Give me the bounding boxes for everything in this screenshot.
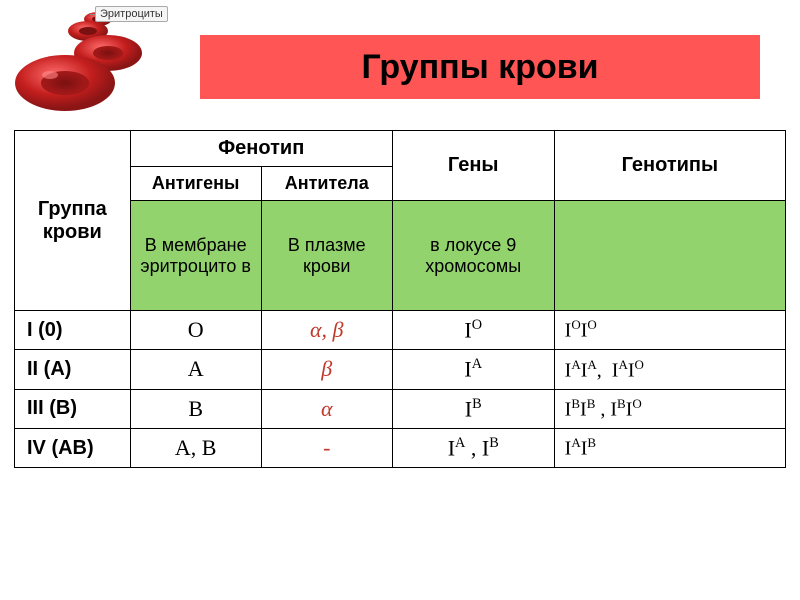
header-group: Группа крови (15, 131, 131, 311)
table-row: IV (AB)A, B-IA , IBIAIB (15, 428, 786, 467)
antibody-cell: α (261, 389, 392, 428)
green-genes: в локусе 9 хромосомы (392, 201, 554, 311)
genotype-cell: IOIO (554, 311, 785, 350)
antigen-cell: B (130, 389, 261, 428)
antigen-cell: A (130, 350, 261, 389)
antibody-cell: - (261, 428, 392, 467)
antibody-cell: α, β (261, 311, 392, 350)
antigen-cell: O (130, 311, 261, 350)
gene-cell: IA , IB (392, 428, 554, 467)
gene-cell: IA (392, 350, 554, 389)
green-antibodies: В плазме крови (261, 201, 392, 311)
header-antigens: Антигены (130, 167, 261, 201)
green-genotypes-empty (554, 201, 785, 311)
gene-cell: IB (392, 389, 554, 428)
gene-cell: IO (392, 311, 554, 350)
header-genotypes: Генотипы (554, 131, 785, 201)
genotype-cell: IAIB (554, 428, 785, 467)
header-area: Эритроциты Группы крови (0, 0, 800, 120)
row-label: IV (AB) (15, 428, 131, 467)
table-header-row-1: Группа крови Фенотип Гены Генотипы (15, 131, 786, 167)
header-phenotype: Фенотип (130, 131, 392, 167)
genotype-cell: IBIB , IBIO (554, 389, 785, 428)
row-label: III (B) (15, 389, 131, 428)
erythrocyte-label: Эритроциты (95, 6, 168, 22)
header-antibodies: Антитела (261, 167, 392, 201)
green-antigens: В мембране эритроцито в (130, 201, 261, 311)
erythrocyte-illustration (10, 5, 190, 125)
genotype-cell: IAIA, IAIO (554, 350, 785, 389)
header-genes: Гены (392, 131, 554, 201)
title-bar: Группы крови (200, 35, 760, 99)
table-row: I (0)Oα, βIOIOIO (15, 311, 786, 350)
row-label: I (0) (15, 311, 131, 350)
page-title: Группы крови (361, 48, 598, 87)
table-green-row: В мембране эритроцито в В плазме крови в… (15, 201, 786, 311)
row-label: II (A) (15, 350, 131, 389)
table-container: Группа крови Фенотип Гены Генотипы Антиг… (0, 120, 800, 468)
table-row: II (A)AβIAIAIA, IAIO (15, 350, 786, 389)
antibody-cell: β (261, 350, 392, 389)
table-row: III (B)BαIBIBIB , IBIO (15, 389, 786, 428)
antigen-cell: A, B (130, 428, 261, 467)
blood-groups-table: Группа крови Фенотип Гены Генотипы Антиг… (14, 130, 786, 468)
